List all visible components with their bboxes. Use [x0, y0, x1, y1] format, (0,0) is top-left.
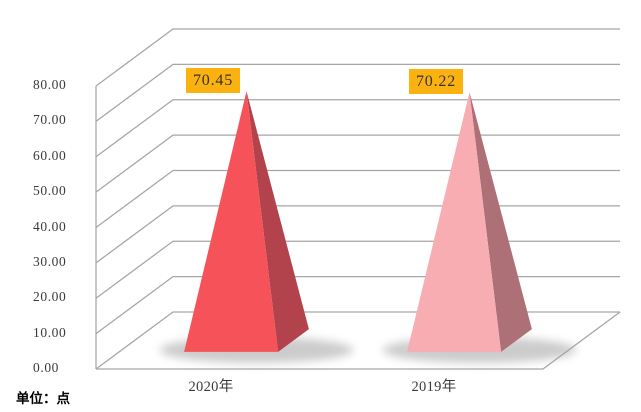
y-tick-label: 60.00 — [33, 147, 67, 163]
gridline — [95, 240, 620, 299]
y-tick-label: 30.00 — [33, 253, 67, 269]
y-tick-label: 70.00 — [33, 112, 67, 128]
y-tick-label: 50.00 — [33, 183, 67, 199]
floor-edge — [96, 311, 621, 370]
data-label-2019: 70.22 — [409, 68, 463, 94]
pyramid-front-face-2020年 — [184, 91, 279, 352]
x-axis-label-2020: 2020年 — [188, 379, 234, 395]
gridline — [95, 205, 620, 264]
y-tick-label: 80.00 — [33, 77, 67, 92]
gridline — [95, 28, 620, 87]
data-label-2020: 70.45 — [186, 67, 240, 93]
gridline — [95, 169, 620, 229]
y-tick-label: 20.00 — [33, 289, 67, 305]
pyramid-front-face-2019年 — [407, 92, 502, 352]
y-tick-label: 40.00 — [33, 218, 67, 234]
unit-label: 单位：点 — [16, 391, 70, 406]
y-tick-label: 0.00 — [33, 360, 60, 375]
pyramid-side-face-2020年 — [246, 91, 309, 352]
gridline — [95, 63, 620, 122]
gridline — [95, 134, 620, 193]
x-axis-label-2019: 2019年 — [411, 379, 457, 395]
y-tick-label: 10.00 — [33, 324, 67, 340]
gridline — [95, 276, 620, 335]
gridline — [95, 99, 620, 158]
pyramid-side-face-2019年 — [469, 92, 532, 352]
